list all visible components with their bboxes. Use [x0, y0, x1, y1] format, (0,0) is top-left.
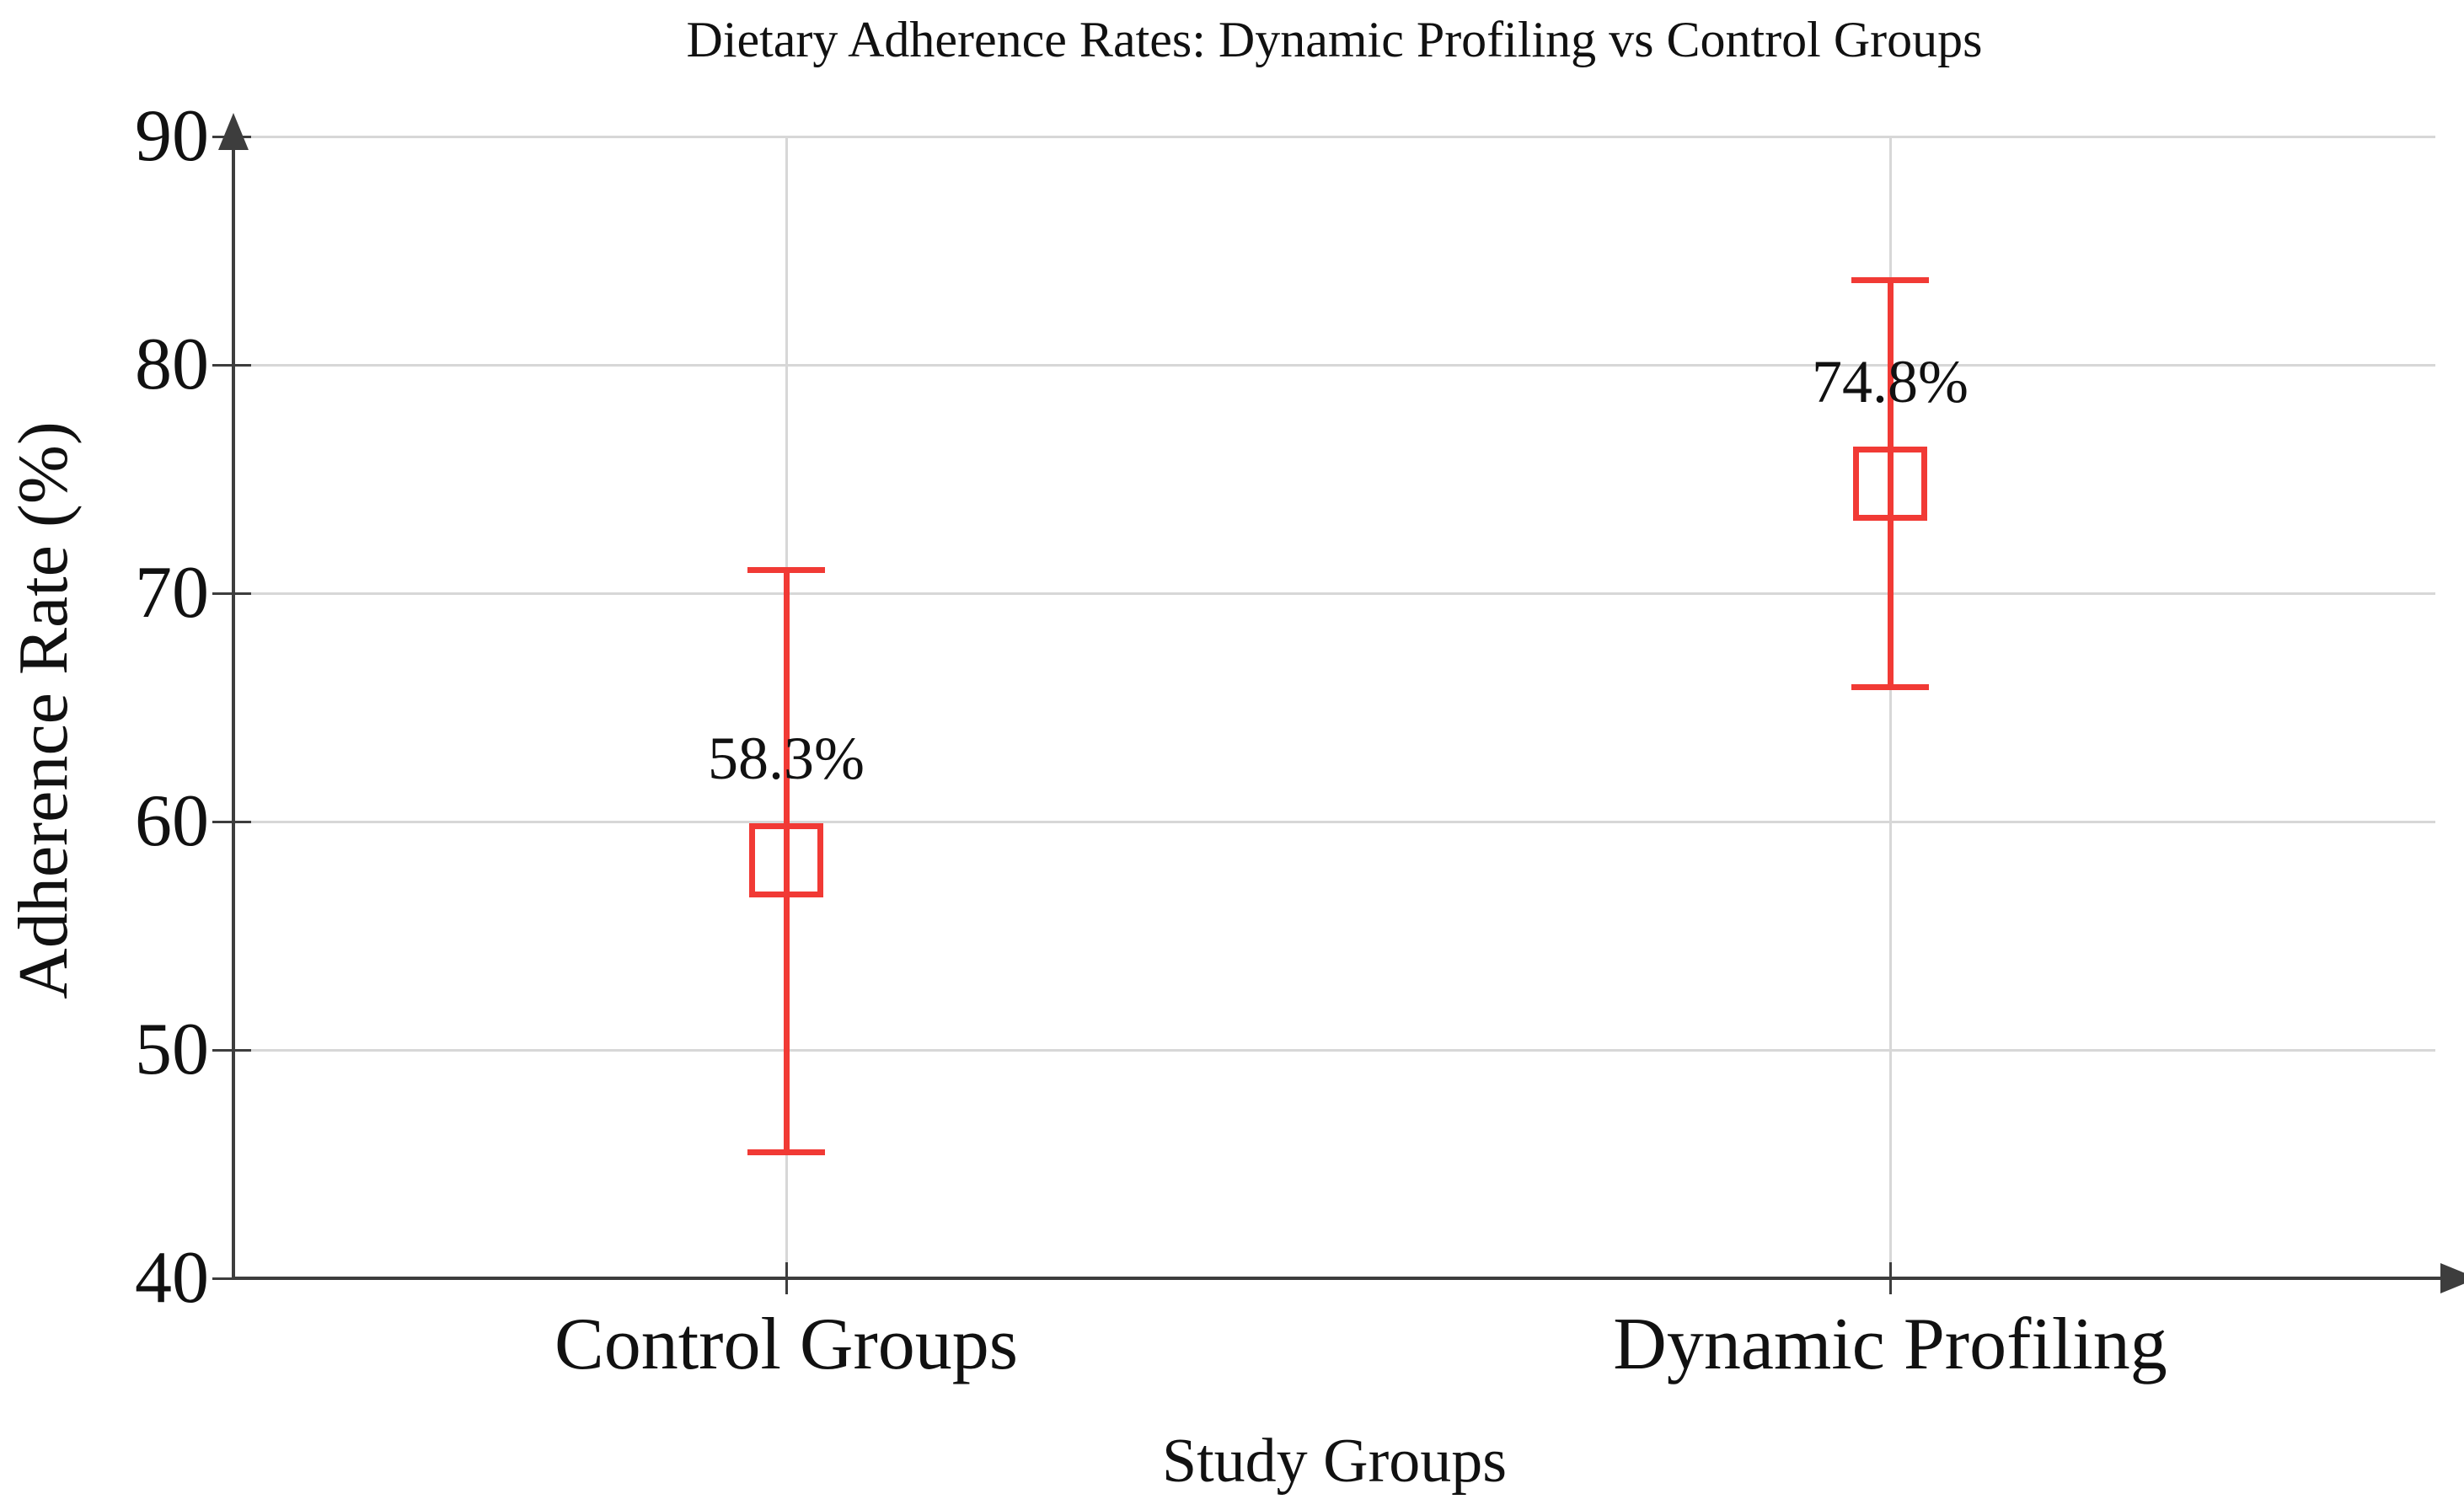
y-gridline: [233, 592, 2435, 595]
data-point-value-label: 58.3%: [708, 725, 865, 793]
error-bar-cap-top: [1851, 277, 1929, 284]
y-gridline: [233, 363, 2435, 367]
y-tick-label: 80: [135, 324, 209, 405]
x-tick-label: Control Groups: [554, 1304, 1018, 1385]
chart-title: Dietary Adherence Rates: Dynamic Profili…: [686, 12, 1983, 67]
y-tick-label: 60: [135, 780, 209, 862]
x-axis-line: [233, 1277, 2447, 1280]
data-point-marker: [749, 823, 823, 898]
x-axis-arrow-icon: [2440, 1263, 2464, 1293]
x-gridline: [1888, 137, 1892, 1278]
y-tick-label: 50: [135, 1009, 209, 1090]
y-gridline: [233, 820, 2435, 823]
y-tick-label: 90: [135, 95, 209, 177]
y-tick-label: 70: [135, 552, 209, 634]
error-bar-line: [1887, 280, 1894, 688]
data-point-value-label: 74.8%: [1812, 347, 1969, 415]
y-gridline: [233, 135, 2435, 138]
y-tick-label: 40: [135, 1237, 209, 1319]
error-bar-cap-bottom: [1851, 683, 1929, 690]
error-bar-cap-top: [747, 567, 825, 574]
y-axis-arrow-icon: [218, 113, 249, 150]
error-bar-line: [783, 570, 790, 1153]
x-axis-label: Study Groups: [1161, 1427, 1508, 1496]
error-bar-cap-bottom: [747, 1149, 825, 1156]
data-point-marker: [1853, 446, 1927, 521]
x-tick-label: Dynamic Profiling: [1613, 1304, 2167, 1385]
y-gridline: [233, 1048, 2435, 1052]
y-axis-line: [232, 126, 235, 1280]
